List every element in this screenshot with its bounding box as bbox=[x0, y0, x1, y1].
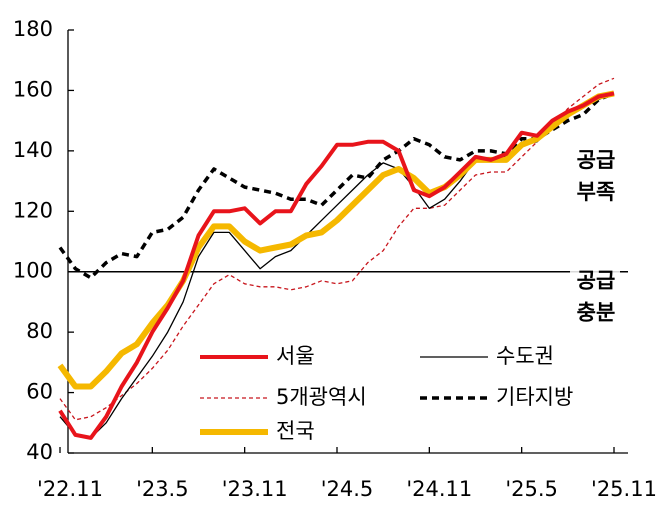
annotation: 공급 bbox=[577, 148, 616, 172]
x-tick-label: '22.11 bbox=[37, 477, 103, 501]
legend-label: 수도권 bbox=[496, 344, 554, 368]
annotation: 부족 bbox=[577, 180, 616, 204]
y-tick-label: 120 bbox=[13, 198, 53, 222]
y-tick-label: 180 bbox=[13, 17, 53, 41]
y-tick-label: 40 bbox=[26, 440, 53, 464]
annotation: 공급 bbox=[577, 269, 616, 293]
y-tick-label: 80 bbox=[26, 319, 53, 343]
annotation-bg bbox=[570, 299, 620, 328]
series-line bbox=[58, 91, 615, 280]
annotation-bg bbox=[570, 146, 620, 175]
annotation-bg bbox=[570, 267, 620, 296]
y-tick-label: 140 bbox=[13, 138, 53, 162]
x-tick-label: '24.11 bbox=[406, 477, 472, 501]
x-tick-label: '23.5 bbox=[136, 477, 189, 501]
x-tick-label: '25.11 bbox=[591, 477, 657, 501]
series-line bbox=[59, 77, 615, 421]
annotation: 충분 bbox=[577, 301, 616, 325]
legend-label: 전국 bbox=[276, 419, 315, 443]
x-tick-label: '25.5 bbox=[505, 477, 558, 501]
x-tick-label: '23.11 bbox=[222, 477, 288, 501]
annotation-bg bbox=[570, 178, 620, 207]
y-tick-label: 100 bbox=[13, 259, 53, 283]
legend-label: 서울 bbox=[276, 344, 315, 368]
y-tick-label: 160 bbox=[13, 77, 53, 101]
x-tick-label: '24.5 bbox=[321, 477, 374, 501]
legend-label: 기타지방 bbox=[496, 385, 573, 409]
series-line bbox=[58, 91, 615, 440]
y-tick-label: 60 bbox=[26, 380, 53, 404]
series-line bbox=[57, 90, 615, 390]
legend-label: 5개광역시 bbox=[276, 385, 367, 409]
